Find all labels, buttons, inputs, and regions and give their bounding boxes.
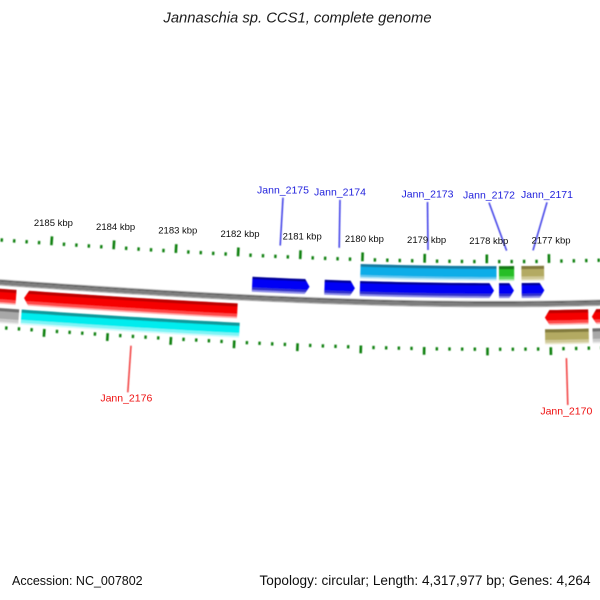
svg-text:Jann_2170: Jann_2170 bbox=[540, 405, 592, 417]
svg-text:Jann_2173: Jann_2173 bbox=[402, 189, 454, 201]
svg-text:2182 kbp: 2182 kbp bbox=[220, 229, 259, 240]
svg-text:2179 kbp: 2179 kbp bbox=[407, 235, 446, 246]
svg-text:Topology: circular; Length: 4,: Topology: circular; Length: 4,317,977 bp… bbox=[260, 573, 591, 588]
svg-text:2184 kbp: 2184 kbp bbox=[96, 222, 135, 233]
svg-text:2181 kbp: 2181 kbp bbox=[283, 232, 322, 243]
svg-text:2178 kbp: 2178 kbp bbox=[469, 236, 508, 247]
svg-text:2180 kbp: 2180 kbp bbox=[345, 234, 384, 245]
svg-text:Accession: NC_007802: Accession: NC_007802 bbox=[12, 574, 143, 588]
svg-text:Jannaschia sp. CCS1, complete: Jannaschia sp. CCS1, complete genome bbox=[162, 11, 431, 27]
svg-text:Jann_2176: Jann_2176 bbox=[100, 393, 152, 405]
svg-text:2183 kbp: 2183 kbp bbox=[158, 226, 197, 237]
svg-text:Jann_2172: Jann_2172 bbox=[463, 189, 515, 201]
svg-text:2185 kbp: 2185 kbp bbox=[34, 218, 73, 229]
svg-text:Jann_2175: Jann_2175 bbox=[257, 184, 309, 196]
svg-text:Jann_2171: Jann_2171 bbox=[521, 189, 573, 201]
svg-text:Jann_2174: Jann_2174 bbox=[314, 187, 366, 199]
svg-text:2177 kbp: 2177 kbp bbox=[531, 235, 570, 246]
